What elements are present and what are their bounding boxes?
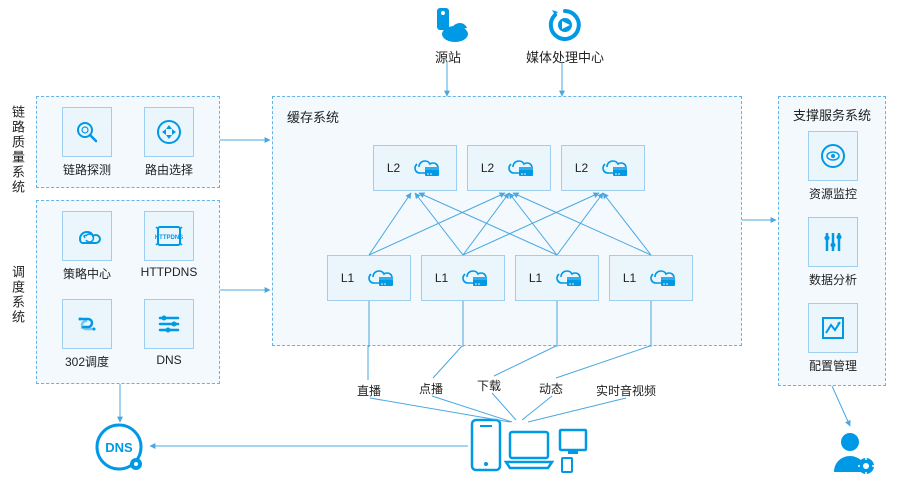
- sched-system-label: 调度系统: [8, 265, 27, 325]
- eye-icon: [818, 141, 848, 171]
- tile-monitor: 资源监控: [801, 131, 865, 202]
- cloud-server-icon: [407, 154, 443, 182]
- l2-node: L2: [561, 145, 645, 191]
- cloud-server-icon: [361, 264, 397, 292]
- quality-system-label: 链路质量系统: [8, 105, 27, 195]
- equalizer-icon: [818, 227, 848, 257]
- tile-route-select: 路由选择: [137, 107, 201, 178]
- quality-panel: 链路探测 路由选择: [36, 96, 220, 188]
- cache-mesh: [273, 97, 743, 347]
- httpdns-icon: [154, 221, 184, 251]
- svc-live: 直播: [357, 382, 381, 399]
- cloud-server-icon: [455, 264, 491, 292]
- l2-node: L2: [373, 145, 457, 191]
- dns-node: DNS: [94, 422, 148, 479]
- tile-label: 数据分析: [801, 271, 865, 288]
- svc-dynamic: 动态: [539, 380, 563, 397]
- support-title: 支撑服务系统: [779, 105, 885, 124]
- tile-label: 配置管理: [801, 357, 865, 374]
- l1-node: L1: [609, 255, 693, 301]
- tile-httpdns: HTTPDNS: [137, 211, 201, 279]
- tile-label: HTTPDNS: [137, 265, 201, 279]
- origin-label: 源站: [418, 47, 478, 66]
- origin-site: 源站: [418, 6, 478, 66]
- cache-panel: 缓存系统 L2 L2 L2 L1 L1 L1 L1: [272, 96, 742, 346]
- tile-302: 302调度: [55, 299, 119, 370]
- user-icon: [830, 428, 878, 479]
- svc-rtc: 实时音视频: [596, 382, 656, 399]
- dns-text: DNS: [105, 440, 133, 455]
- l1-node: L1: [421, 255, 505, 301]
- tile-policy-center: 策略中心: [55, 211, 119, 282]
- tile-config: 配置管理: [801, 303, 865, 374]
- cloud-server-icon: [595, 154, 631, 182]
- client-devices: [470, 418, 590, 479]
- media-center: 媒体处理中心: [520, 6, 610, 66]
- chart-icon: [818, 313, 848, 343]
- tile-label: 302调度: [55, 353, 119, 370]
- media-label: 媒体处理中心: [520, 47, 610, 66]
- redirect-icon: [72, 309, 102, 339]
- l1-node: L1: [327, 255, 411, 301]
- tile-analysis: 数据分析: [801, 217, 865, 288]
- sched-panel: 策略中心 HTTPDNS 302调度 DNS: [36, 200, 220, 384]
- tile-dns: DNS: [137, 299, 201, 367]
- cloud-server-icon: [549, 264, 585, 292]
- cloud-server-icon: [643, 264, 679, 292]
- cloud-server-icon: [501, 154, 537, 182]
- svc-vod: 点播: [419, 380, 443, 397]
- tile-label: DNS: [137, 353, 201, 367]
- support-panel: 支撑服务系统 资源监控 数据分析 配置管理: [778, 96, 886, 386]
- l2-node: L2: [467, 145, 551, 191]
- sliders-icon: [154, 309, 184, 339]
- tile-label: 策略中心: [55, 265, 119, 282]
- cloud-refresh-icon: [72, 221, 102, 251]
- cache-title: 缓存系统: [287, 107, 339, 126]
- tile-label: 路由选择: [137, 161, 201, 178]
- magnify-icon: [72, 117, 102, 147]
- tile-link-detect: 链路探测: [55, 107, 119, 178]
- tile-label: 链路探测: [55, 161, 119, 178]
- tile-label: 资源监控: [801, 185, 865, 202]
- l1-node: L1: [515, 255, 599, 301]
- route-icon: [154, 117, 184, 147]
- svc-download: 下载: [477, 377, 501, 394]
